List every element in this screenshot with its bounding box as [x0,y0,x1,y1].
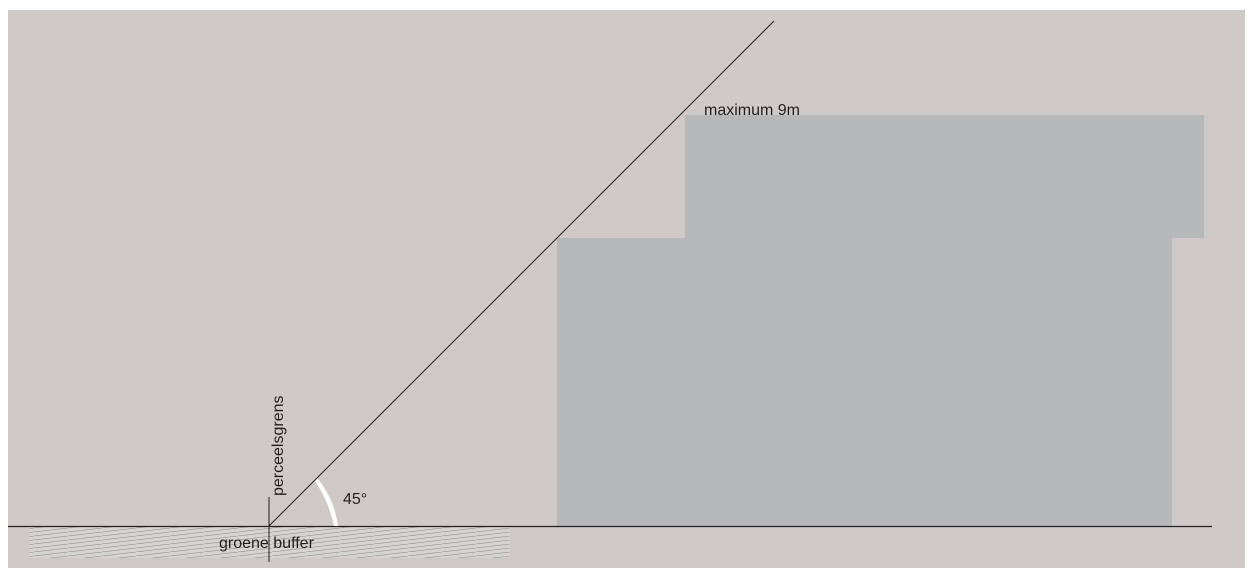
angle-label: 45° [343,491,367,508]
buffer-label: groene buffer [219,535,315,552]
angle-wedge [315,478,338,526]
building-silhouette [557,115,1204,527]
height-limit-label: maximum 9m [704,102,800,119]
profile-line-45deg [268,20,775,527]
boundary-label: perceelsgrens [270,396,287,497]
